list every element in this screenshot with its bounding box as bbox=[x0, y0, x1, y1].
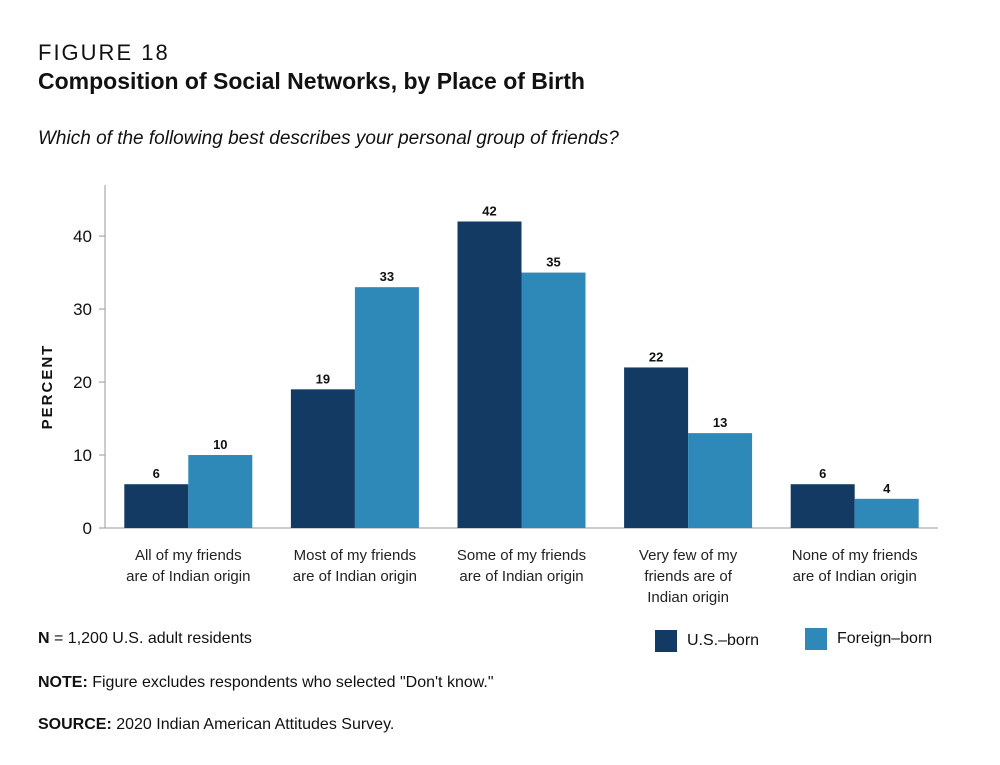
x-tick-label: are of Indian origin bbox=[293, 568, 417, 585]
sample-size-label: N bbox=[38, 630, 50, 647]
bar-foreign-born bbox=[688, 433, 753, 528]
y-tick-label: 40 bbox=[73, 227, 92, 246]
x-tick-label: Very few of my bbox=[639, 547, 738, 564]
x-tick-label: are of Indian origin bbox=[793, 568, 917, 585]
y-axis-title: PERCENT bbox=[39, 344, 56, 430]
survey-question: Which of the following best describes yo… bbox=[38, 128, 619, 149]
bar-value-label: 35 bbox=[546, 255, 560, 270]
note-label: NOTE: bbox=[38, 674, 88, 691]
legend-label-us-born: U.S.–born bbox=[687, 632, 760, 649]
bar-value-label: 33 bbox=[380, 269, 394, 284]
y-tick-label: 0 bbox=[83, 519, 92, 538]
bar-value-label: 6 bbox=[819, 466, 826, 481]
bar-us-born bbox=[790, 484, 855, 528]
bar-value-label: 6 bbox=[153, 466, 160, 481]
bar-value-label: 13 bbox=[713, 415, 727, 430]
bar-foreign-born bbox=[854, 498, 919, 528]
legend-swatch-us-born bbox=[655, 630, 677, 652]
legend-swatch-foreign-born bbox=[805, 628, 827, 650]
bar-value-label: 10 bbox=[213, 437, 227, 452]
source-note: SOURCE: 2020 Indian American Attitudes S… bbox=[38, 716, 394, 734]
bar-foreign-born bbox=[188, 455, 253, 528]
bar-value-label: 4 bbox=[883, 481, 891, 496]
bar-us-born bbox=[124, 484, 189, 528]
exclusion-note: NOTE: Figure excludes respondents who se… bbox=[38, 674, 494, 692]
chart-title: Composition of Social Networks, by Place… bbox=[38, 68, 585, 94]
bar-value-label: 19 bbox=[316, 371, 330, 386]
x-tick-label: None of my friends bbox=[792, 547, 918, 564]
x-tick-label: Most of my friends bbox=[294, 547, 417, 564]
bar-value-label: 22 bbox=[649, 349, 663, 364]
bar-us-born bbox=[290, 389, 355, 528]
source-label: SOURCE: bbox=[38, 716, 112, 733]
bar-us-born bbox=[624, 367, 689, 528]
y-tick-label: 30 bbox=[73, 300, 92, 319]
figure-label: FIGURE 18 bbox=[38, 40, 170, 65]
x-tick-label: Some of my friends bbox=[457, 547, 586, 564]
legend-label-foreign-born: Foreign–born bbox=[837, 630, 933, 647]
x-tick-label: are of Indian origin bbox=[459, 568, 583, 585]
x-tick-label: are of Indian origin bbox=[126, 568, 250, 585]
sample-size-note: N = 1,200 U.S. adult residents bbox=[38, 630, 252, 648]
x-tick-label: All of my friends bbox=[135, 547, 242, 564]
bar-value-label: 42 bbox=[482, 203, 496, 218]
legend-item-us-born: U.S.–born bbox=[655, 630, 759, 652]
note-text: Figure excludes respondents who selected… bbox=[87, 674, 494, 691]
sample-size-text: = 1,200 U.S. adult residents bbox=[49, 630, 252, 647]
bar-foreign-born bbox=[354, 287, 419, 528]
source-text: 2020 Indian American Attitudes Survey. bbox=[111, 716, 395, 733]
bar-chart: 0 10 20 30 40 PERCENT 6 10 All of my friends are … bbox=[39, 185, 938, 606]
y-tick-label: 20 bbox=[73, 373, 92, 392]
x-tick-label: friends are of bbox=[644, 568, 732, 585]
bar-foreign-born bbox=[521, 272, 586, 528]
y-tick-label: 10 bbox=[73, 446, 92, 465]
bar-us-born bbox=[457, 221, 522, 528]
legend-item-foreign-born: Foreign–born bbox=[805, 628, 932, 650]
x-tick-label: Indian origin bbox=[647, 589, 729, 606]
